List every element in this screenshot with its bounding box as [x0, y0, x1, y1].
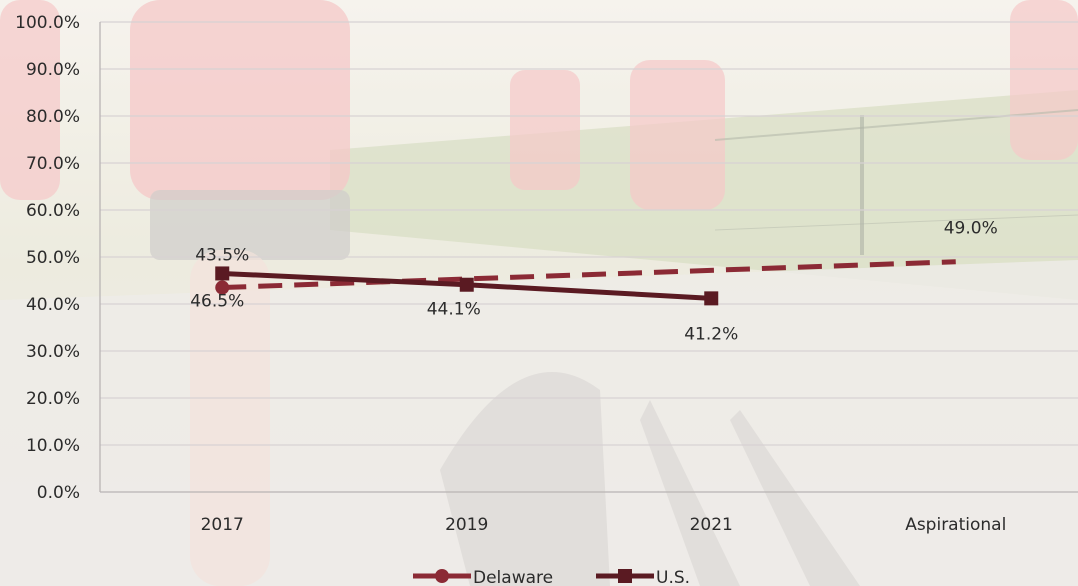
series-layer [215, 262, 956, 306]
y-tick-label: 40.0% [26, 295, 80, 315]
y-tick-label: 70.0% [26, 154, 80, 174]
x-tick-label: 2021 [690, 515, 733, 535]
x-tick-label: Aspirational [905, 515, 1006, 535]
y-axis: 0.0% 10.0% 20.0% 30.0% 40.0% 50.0% 60.0% 70.0% 8… [15, 13, 80, 503]
legend-marker [435, 569, 449, 583]
y-tick-label: 80.0% [26, 107, 80, 127]
x-axis: 2017 2019 2021 Aspirational [201, 515, 1007, 535]
data-label: 44.1% [427, 300, 481, 320]
y-tick-label: 30.0% [26, 342, 80, 362]
data-label: 43.5% [195, 246, 249, 266]
data-label: 49.0% [944, 219, 998, 239]
series-line-delaware [222, 262, 956, 288]
legend-marker [618, 569, 632, 583]
y-tick-label: 0.0% [37, 483, 80, 503]
data-point [704, 291, 718, 305]
data-point [460, 278, 474, 292]
y-tick-label: 60.0% [26, 201, 80, 221]
data-label: 46.5% [190, 291, 244, 311]
y-tick-label: 50.0% [26, 248, 80, 268]
data-point [215, 266, 229, 280]
x-tick-label: 2019 [445, 515, 488, 535]
y-tick-label: 100.0% [15, 13, 80, 33]
y-tick-label: 10.0% [26, 436, 80, 456]
legend-label: U.S. [656, 568, 690, 586]
legend-label: Delaware [473, 568, 553, 586]
legend: Delaware U.S. [413, 568, 690, 586]
data-labels: 43.5% 49.0% 46.5% 44.1% 41.2% [190, 219, 998, 345]
y-tick-label: 90.0% [26, 60, 80, 80]
data-label: 41.2% [684, 324, 738, 344]
x-tick-label: 2017 [201, 515, 244, 535]
y-tick-label: 20.0% [26, 389, 80, 409]
